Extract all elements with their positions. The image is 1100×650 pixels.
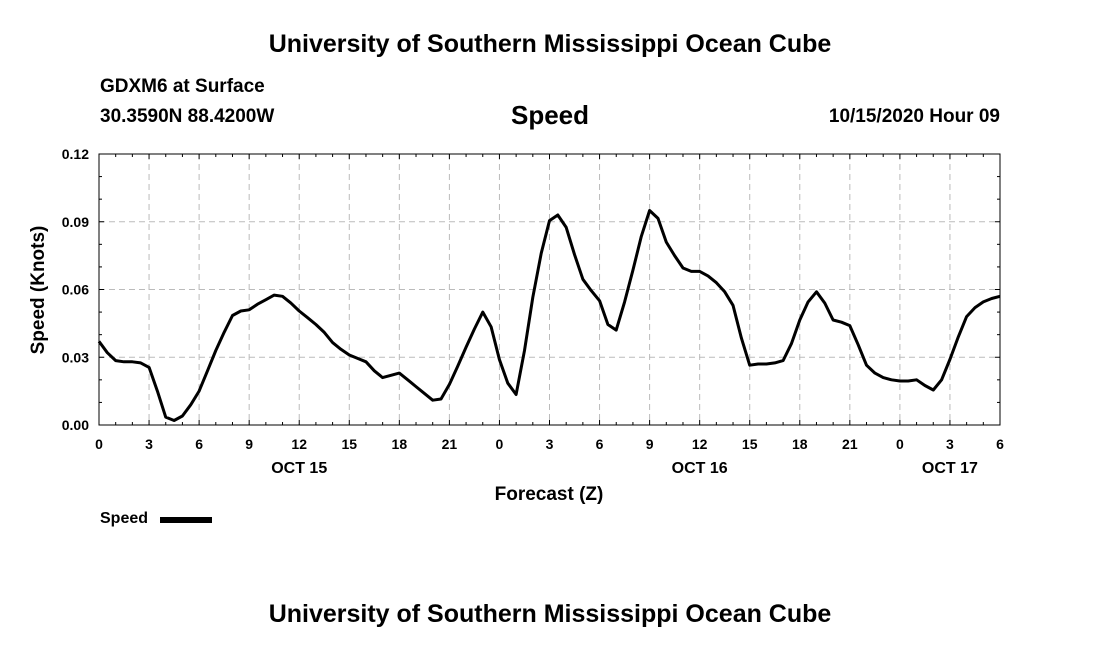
x-tick-label: 18 [392,436,408,452]
x-tick-label: 6 [596,436,604,452]
x-tick-label: 6 [996,436,1004,452]
station-label: GDXM6 at Surface [100,76,265,97]
x-tick-label: 3 [145,436,153,452]
x-tick-label: 9 [646,436,654,452]
coordinates-label: 30.3590N 88.4200W [100,106,275,127]
x-tick-label: 0 [896,436,904,452]
date-label: OCT 16 [672,460,728,477]
grid-layer [99,154,1000,425]
x-tick-label: 9 [245,436,253,452]
footer-title: University of Southern Mississippi Ocean… [268,600,832,628]
x-tick-label: 3 [546,436,554,452]
x-tick-label: 0 [496,436,504,452]
x-tick-label: 21 [442,436,458,452]
y-tick-label: 0.09 [62,214,89,230]
forecast-datetime: 10/15/2020 Hour 09 [828,106,1000,127]
y-tick-label: 0.06 [62,282,89,298]
plot-frame [98,153,1001,426]
x-tick-label: 3 [946,436,954,452]
date-label: OCT 15 [271,460,327,477]
legend-swatch [160,517,212,523]
y-tick-label: 0.12 [62,146,89,162]
x-tick-label: 15 [742,436,758,452]
x-axis-label: Forecast (Z) [495,484,604,505]
x-tick-label: 21 [842,436,858,452]
y-axis-label: Speed (Knots) [28,226,49,355]
page-title: University of Southern Mississippi Ocean… [268,30,832,58]
legend-label: Speed [100,510,149,527]
x-tick-label: 0 [95,436,103,452]
x-tick-label: 18 [792,436,808,452]
chart-title: Speed [510,100,590,130]
x-tick-label: 6 [195,436,203,452]
speed-series-line [97,209,1001,422]
x-tick-label: 12 [291,436,307,452]
date-label: OCT 17 [922,460,978,477]
label-layer: 0 3 6 9 12 15 18 21 0 3 6 9 12 15 18 21 0 3 6 0.00 0.03 0.06 0… [62,146,1004,477]
y-tick-label: 0.03 [62,349,89,365]
x-tick-label: 12 [692,436,708,452]
y-tick-label: 0.00 [62,417,89,433]
x-tick-label: 15 [341,436,357,452]
